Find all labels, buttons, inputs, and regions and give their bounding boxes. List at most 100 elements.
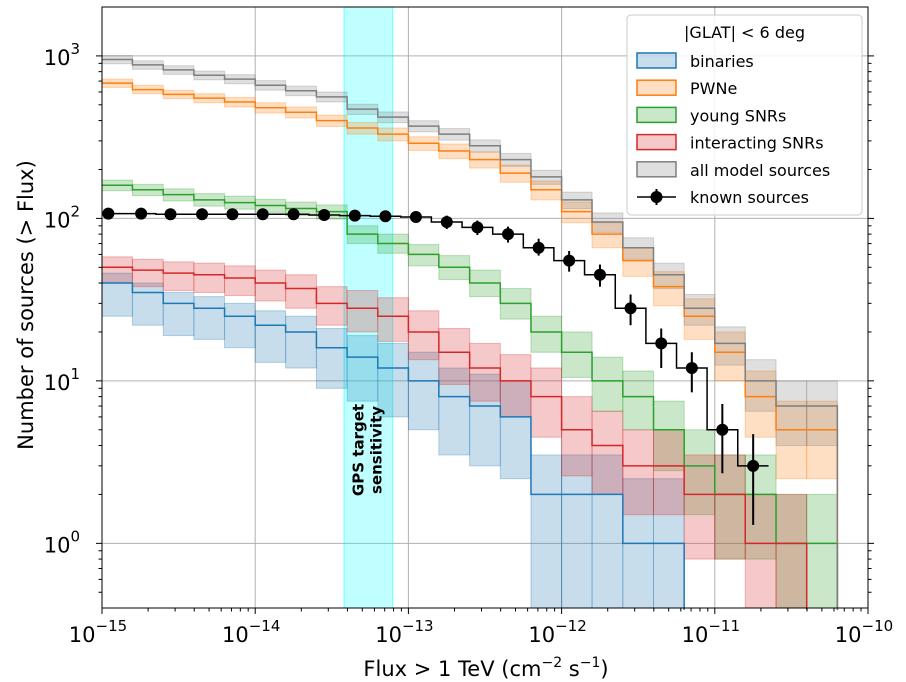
young-snrs-band — [775, 493, 808, 609]
legend: |GLAT| < 6 deg binaries PWNe young SNRs inte… — [626, 14, 863, 216]
known-source-point — [164, 208, 177, 221]
interacting-snrs-band — [683, 454, 716, 560]
x-tick-label: 10−10 — [835, 617, 893, 647]
binaries-band — [438, 367, 471, 456]
young-snrs-band — [806, 493, 838, 609]
binaries-band — [131, 282, 164, 326]
known-source-point — [655, 337, 668, 350]
known-source-point — [502, 228, 515, 241]
uncertainty-bands — [101, 55, 838, 609]
known-source-point — [287, 208, 300, 221]
interacting-snrs-band — [499, 354, 532, 418]
binaries-band — [254, 310, 287, 363]
series-lines — [102, 58, 839, 610]
interacting-snrs-band — [530, 367, 563, 438]
pwne-band — [775, 400, 808, 480]
all-model-sources-band — [653, 262, 685, 290]
legend-swatch-young-snrs — [636, 106, 677, 124]
binaries-band — [591, 454, 624, 609]
binaries-band — [162, 291, 195, 337]
binaries-band — [530, 454, 563, 609]
interacting-snrs-band — [346, 289, 379, 333]
known-source-point — [593, 268, 606, 281]
young-snrs-band — [622, 370, 655, 431]
legend-swatch-all-model-sources — [636, 161, 677, 178]
legend-label-pwne: PWNe — [690, 79, 737, 98]
known-source-point — [226, 208, 239, 221]
young-snrs-band — [591, 356, 624, 412]
y-tick-label: 102 — [44, 202, 80, 232]
legend-label-all-model-sources: all model sources — [690, 161, 830, 180]
all-model-sources-band — [683, 294, 716, 326]
known-source-point — [716, 423, 729, 436]
young-snrs-band — [653, 400, 685, 472]
known-source-point — [102, 207, 115, 220]
interacting-snrs-band — [254, 269, 287, 302]
legend-swatch-interacting-snrs — [636, 133, 677, 151]
young-snrs-band — [407, 244, 440, 267]
legend-swatch-binaries — [636, 52, 677, 69]
known-sources-points — [102, 207, 769, 525]
known-source-point — [135, 207, 148, 220]
all-model-sources-band — [714, 326, 746, 366]
interacting-snrs-band — [101, 256, 133, 284]
interacting-snrs-band — [561, 396, 593, 477]
y-tick-label: 103 — [44, 40, 80, 70]
pwne-band — [744, 370, 777, 438]
young-snrs-band — [530, 315, 563, 353]
all-model-sources-band — [775, 380, 808, 447]
interacting-snrs-band — [162, 261, 195, 291]
interacting-snrs-line — [102, 266, 808, 610]
legend-label-known-sources: known sources — [690, 188, 809, 207]
known-source-point — [471, 221, 484, 234]
pwne-band — [683, 298, 716, 340]
binaries-band — [407, 351, 440, 431]
known-source-point — [624, 302, 637, 315]
interacting-snrs-band — [775, 493, 808, 609]
interacting-snrs-band — [622, 429, 655, 516]
all-model-sources-line — [102, 58, 839, 610]
annotation-line-2: sensitivity — [367, 406, 385, 494]
interacting-snrs-band — [407, 310, 440, 361]
all-model-sources-band — [744, 359, 777, 412]
interacting-snrs-band — [377, 297, 409, 342]
legend-box — [626, 14, 863, 216]
annotation-line-1: GPS target — [349, 404, 367, 496]
all-model-sources-band — [622, 237, 655, 260]
known-source-point — [563, 254, 576, 267]
pwne-band — [591, 222, 624, 249]
binaries-band — [285, 315, 317, 369]
interacting-snrs-band — [224, 265, 256, 297]
legend-label-interacting-snrs: interacting SNRs — [690, 134, 824, 153]
x-tick-label: 10−11 — [682, 617, 740, 647]
axis-ticks: 10−15 10−14 10−13 10−12 10−11 10−10 100 101 102 1… — [44, 40, 893, 647]
x-tick-label: 10−15 — [69, 617, 127, 647]
known-source-point — [348, 209, 361, 222]
y-axis-label: Number of sources (> Flux) — [14, 160, 38, 450]
young-snrs-band — [561, 331, 593, 378]
x-tick-label: 10−14 — [222, 617, 280, 647]
known-source-point — [685, 362, 698, 375]
all-model-sources-band — [806, 380, 838, 447]
interacting-snrs-band — [285, 274, 317, 309]
x-axis-label: Flux > 1 TeV (cm−2 s−1) — [363, 655, 608, 681]
known-source-point — [318, 208, 331, 221]
interacting-snrs-band — [653, 429, 685, 516]
plot-frame — [101, 6, 869, 609]
y-tick-label: 100 — [44, 527, 80, 557]
interacting-snrs-band — [193, 262, 226, 293]
legend-title: |GLAT| < 6 deg — [684, 23, 805, 42]
binaries-line — [102, 282, 685, 610]
known-source-point — [379, 210, 392, 223]
binaries-band — [561, 454, 593, 609]
young-snrs-band — [744, 454, 777, 560]
young-snrs-band — [714, 454, 746, 560]
known-source-point — [532, 241, 545, 254]
x-tick-label: 10−12 — [528, 617, 586, 647]
pwne-band — [806, 400, 838, 480]
known-source-point — [256, 208, 269, 221]
interacting-snrs-band — [438, 328, 471, 385]
binaries-band — [193, 296, 226, 340]
interacting-snrs-band — [714, 454, 746, 560]
